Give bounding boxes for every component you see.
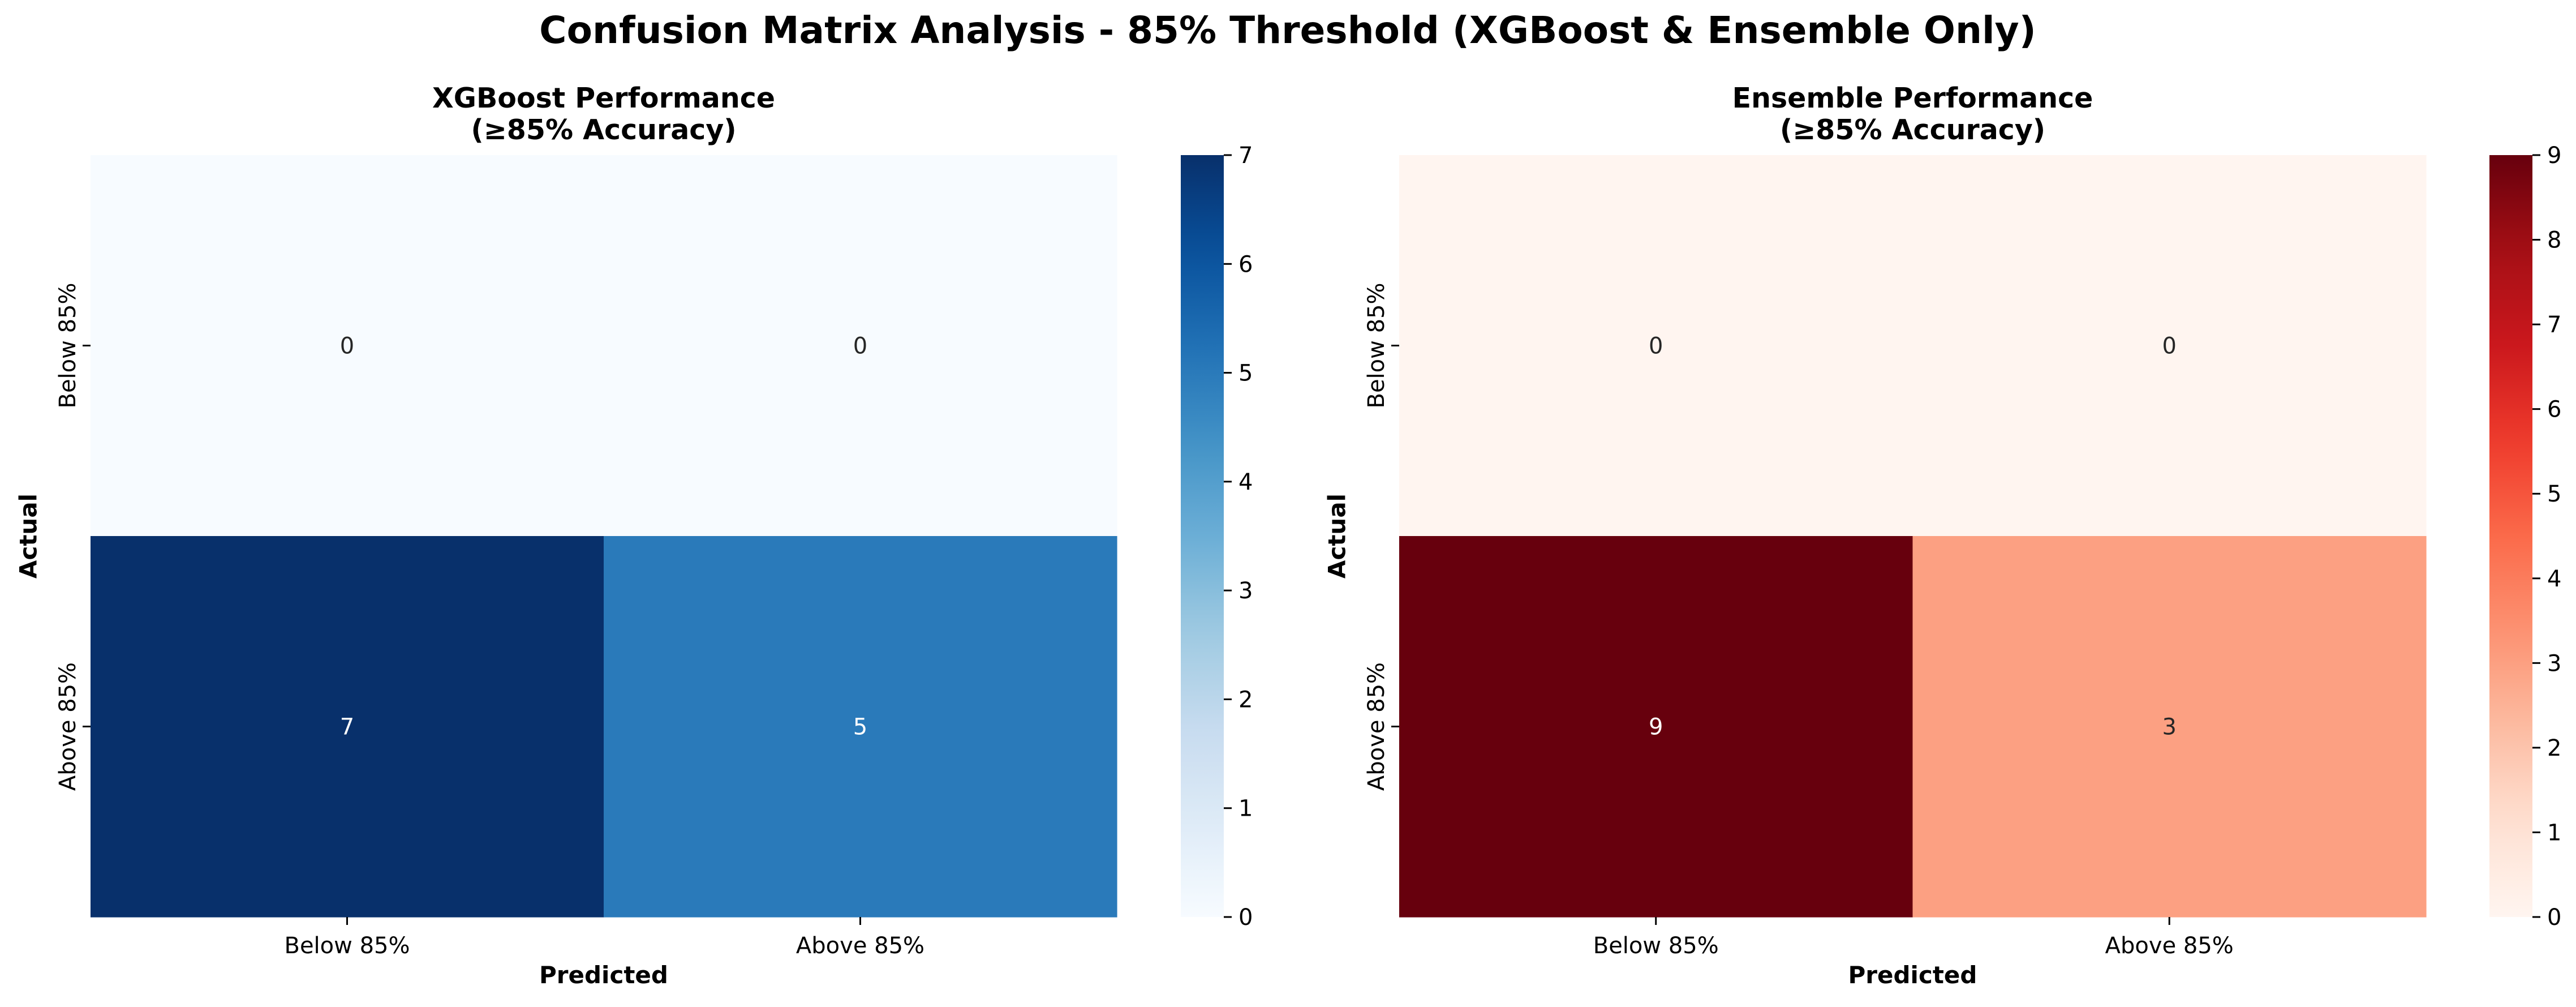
heatmap-cell [1399, 155, 1913, 537]
colorbar-tick-label: 7 [2547, 312, 2561, 338]
colorbar-tick-label: 5 [2547, 481, 2561, 507]
colorbar-tick-label: 4 [2547, 566, 2561, 592]
colorbar-tick-label: 2 [1238, 687, 1253, 713]
colorbar-tick-label: 2 [2547, 735, 2561, 761]
cell-value-label: 3 [2162, 714, 2177, 740]
cell-value-label: 0 [853, 333, 867, 359]
x-tick-label: Above 85% [796, 933, 924, 959]
cell-value-label: 5 [853, 714, 867, 740]
colorbar-tick-label: 6 [1238, 251, 1253, 277]
colorbar-tick-label: 3 [2547, 650, 2561, 676]
figure-suptitle: Confusion Matrix Analysis - 85% Threshol… [539, 8, 2036, 52]
colorbar [1181, 155, 1224, 917]
subplot-title-line2: (≥85% Accuracy) [471, 114, 736, 146]
y-axis-label: Actual [1323, 494, 1351, 579]
cell-value-label: 7 [340, 714, 354, 740]
heatmap-cell [604, 155, 1117, 537]
subplot-title-line2: (≥85% Accuracy) [1780, 114, 2045, 146]
colorbar-tick-label: 4 [1238, 469, 1253, 495]
colorbar-tick-label: 6 [2547, 397, 2561, 423]
y-tick-label: Below 85% [1364, 283, 1390, 409]
colorbar [2489, 155, 2532, 917]
heatmap-panel-2: 0 0 9 3 Below 85% Above 85% Below 85% Above 85%… [1323, 82, 2562, 989]
y-tick-label: Above 85% [55, 662, 81, 791]
heatmap-cell [604, 536, 1117, 918]
colorbar-tick-label: 3 [1238, 578, 1253, 604]
subplot-title: Ensemble Performance [1732, 82, 2093, 114]
y-tick-label: Below 85% [55, 283, 81, 409]
heatmap-cell [91, 155, 604, 537]
heatmap-cell [1912, 536, 2427, 918]
x-tick-label: Below 85% [285, 933, 410, 959]
subplot-title: XGBoost Performance [432, 82, 775, 114]
cell-value-label: 0 [340, 333, 354, 359]
cell-value-label: 0 [2162, 333, 2177, 359]
colorbar-tick-label: 9 [2547, 143, 2561, 169]
colorbar-tick-label: 0 [1238, 905, 1253, 931]
colorbar-tick-label: 1 [2547, 820, 2561, 846]
x-axis-label: Predicted [539, 961, 668, 989]
colorbar-tick-label: 5 [1238, 361, 1253, 387]
heatmap-cell [1399, 536, 1913, 918]
heatmap-cell [91, 536, 604, 918]
x-tick-label: Below 85% [1593, 933, 1719, 959]
y-tick-label: Above 85% [1364, 662, 1390, 791]
heatmap-panels: 0 0 7 5 Below 85% Above 85% Below 85% Above 85%… [15, 82, 2562, 989]
colorbar-tick-label: 7 [1238, 143, 1253, 169]
heatmap-panel-1: 0 0 7 5 Below 85% Above 85% Below 85% Above 85%… [15, 82, 1253, 989]
x-tick-label: Above 85% [2105, 933, 2234, 959]
colorbar-tick-label: 0 [2547, 905, 2561, 931]
x-axis-label: Predicted [1848, 961, 1977, 989]
cell-value-label: 9 [1649, 714, 1663, 740]
colorbar-tick-label: 8 [2547, 228, 2561, 254]
cell-value-label: 0 [1649, 333, 1663, 359]
colorbar-tick-label: 1 [1238, 796, 1253, 822]
y-axis-label: Actual [15, 494, 42, 579]
heatmap-cell [1912, 155, 2427, 537]
